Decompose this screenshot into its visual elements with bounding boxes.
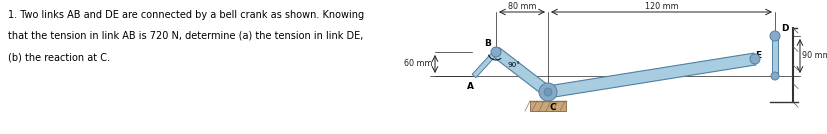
- Circle shape: [749, 54, 759, 64]
- Text: D: D: [780, 24, 787, 33]
- Text: 90 mm: 90 mm: [801, 51, 827, 60]
- Polygon shape: [492, 48, 551, 96]
- Text: 1. Two links AB and DE are connected by a bell crank as shown. Knowing: 1. Two links AB and DE are connected by …: [8, 10, 364, 20]
- Text: B: B: [484, 39, 491, 48]
- Circle shape: [490, 47, 500, 57]
- Circle shape: [543, 88, 552, 96]
- Text: (b) the reaction at C.: (b) the reaction at C.: [8, 52, 110, 62]
- Text: C: C: [549, 103, 556, 112]
- Polygon shape: [771, 36, 777, 76]
- Circle shape: [769, 31, 779, 41]
- Polygon shape: [529, 101, 566, 111]
- Polygon shape: [471, 50, 497, 78]
- Polygon shape: [547, 53, 755, 98]
- Text: E: E: [754, 51, 760, 60]
- Text: 80 mm: 80 mm: [507, 2, 536, 11]
- Text: A: A: [466, 82, 473, 91]
- Circle shape: [770, 72, 778, 80]
- Text: 60 mm: 60 mm: [404, 59, 433, 68]
- Circle shape: [538, 83, 557, 101]
- Text: 120 mm: 120 mm: [644, 2, 677, 11]
- Text: that the tension in link AB is 720 N, determine (a) the tension in link DE,: that the tension in link AB is 720 N, de…: [8, 31, 363, 41]
- Text: 90°: 90°: [508, 62, 520, 68]
